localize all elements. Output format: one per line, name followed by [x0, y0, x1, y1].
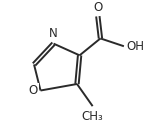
Text: N: N: [49, 27, 58, 40]
Text: O: O: [29, 84, 38, 97]
Text: O: O: [93, 1, 102, 14]
Text: CH₃: CH₃: [82, 110, 103, 123]
Text: OH: OH: [126, 40, 144, 53]
